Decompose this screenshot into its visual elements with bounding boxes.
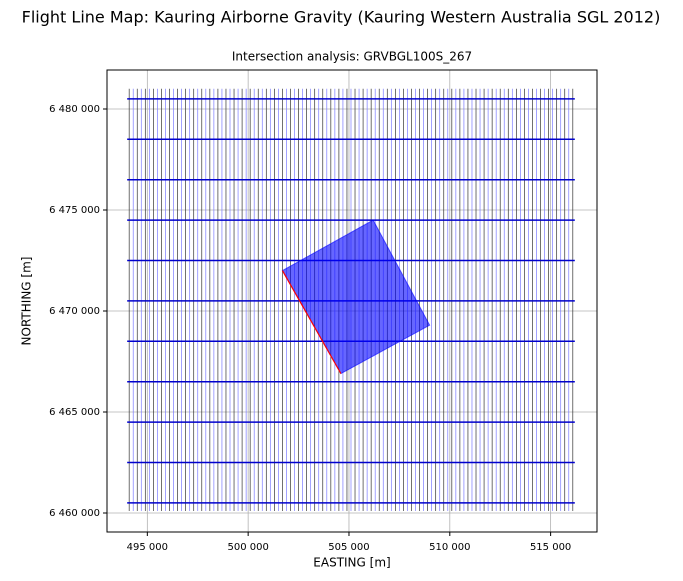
y-tick-label: 6 465 000	[49, 407, 100, 418]
x-tick-label: 495 000	[127, 542, 168, 553]
plot-frame	[106, 69, 598, 533]
y-axis-label: NORTHING [m]	[20, 257, 34, 346]
x-tick-label: 505 000	[328, 542, 369, 553]
y-tick-label: 6 475 000	[49, 205, 100, 216]
y-tick-label: 6 470 000	[49, 306, 100, 317]
x-tick-label: 515 000	[530, 542, 571, 553]
x-tick-label: 500 000	[227, 542, 268, 553]
y-tick-label: 6 460 000	[49, 508, 100, 519]
chart-title: Flight Line Map: Kauring Airborne Gravit…	[22, 8, 661, 27]
chart-subtitle: Intersection analysis: GRVBGL100S_267	[232, 50, 472, 64]
x-axis-label: EASTING [m]	[313, 556, 390, 570]
y-tick-label: 6 480 000	[49, 104, 100, 115]
intersection-line	[281, 270, 342, 374]
x-tick-label: 510 000	[429, 542, 470, 553]
